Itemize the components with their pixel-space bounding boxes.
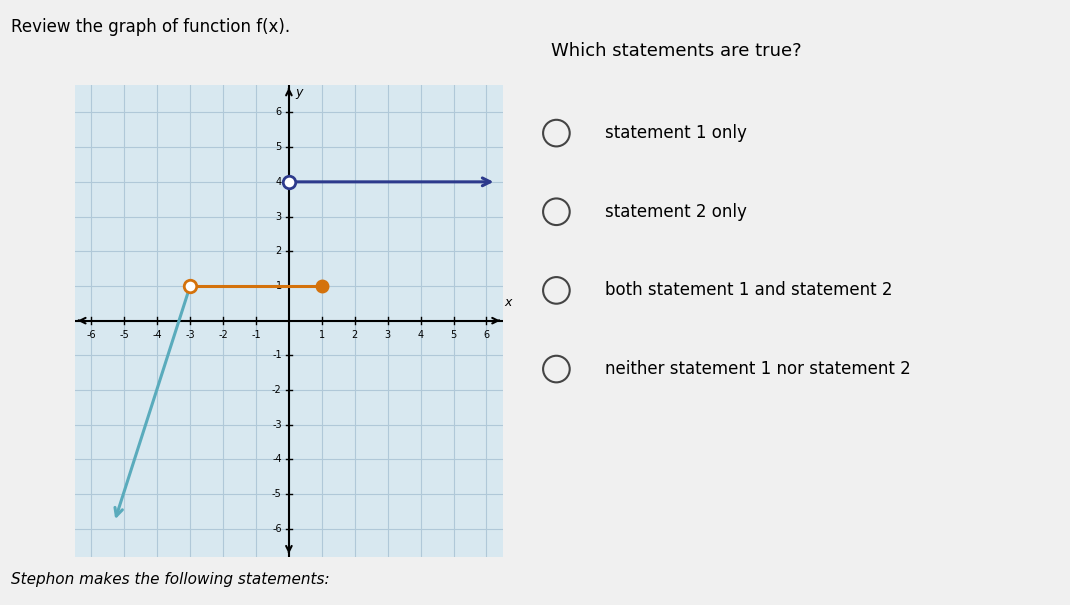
Text: Review the graph of function f(x).: Review the graph of function f(x). [11, 18, 290, 36]
Text: -4: -4 [152, 330, 162, 341]
Text: -1: -1 [251, 330, 261, 341]
Text: -5: -5 [120, 330, 129, 341]
Text: 2: 2 [352, 330, 357, 341]
Text: y: y [295, 87, 303, 99]
Text: -4: -4 [272, 454, 281, 465]
Text: -6: -6 [87, 330, 96, 341]
Text: x: x [505, 295, 511, 309]
Text: -2: -2 [218, 330, 228, 341]
Text: 6: 6 [484, 330, 489, 341]
Text: Which statements are true?: Which statements are true? [551, 42, 801, 60]
Text: -3: -3 [272, 420, 281, 430]
Text: -5: -5 [272, 489, 281, 499]
Text: -2: -2 [272, 385, 281, 395]
Text: 1: 1 [319, 330, 325, 341]
Text: -1: -1 [272, 350, 281, 361]
Text: 5: 5 [275, 142, 281, 152]
Text: -6: -6 [272, 524, 281, 534]
Text: statement 1 only: statement 1 only [605, 124, 747, 142]
Text: neither statement 1 nor statement 2: neither statement 1 nor statement 2 [605, 360, 911, 378]
Text: 5: 5 [450, 330, 457, 341]
Text: 4: 4 [417, 330, 424, 341]
Text: statement 2 only: statement 2 only [605, 203, 747, 221]
Text: both statement 1 and statement 2: both statement 1 and statement 2 [605, 281, 892, 299]
Text: 3: 3 [384, 330, 391, 341]
Text: -3: -3 [185, 330, 195, 341]
Text: 1: 1 [276, 281, 281, 291]
Text: 3: 3 [276, 212, 281, 221]
Text: 4: 4 [276, 177, 281, 187]
Text: 6: 6 [276, 108, 281, 117]
Text: 2: 2 [275, 246, 281, 257]
Text: Stephon makes the following statements:: Stephon makes the following statements: [11, 572, 330, 587]
